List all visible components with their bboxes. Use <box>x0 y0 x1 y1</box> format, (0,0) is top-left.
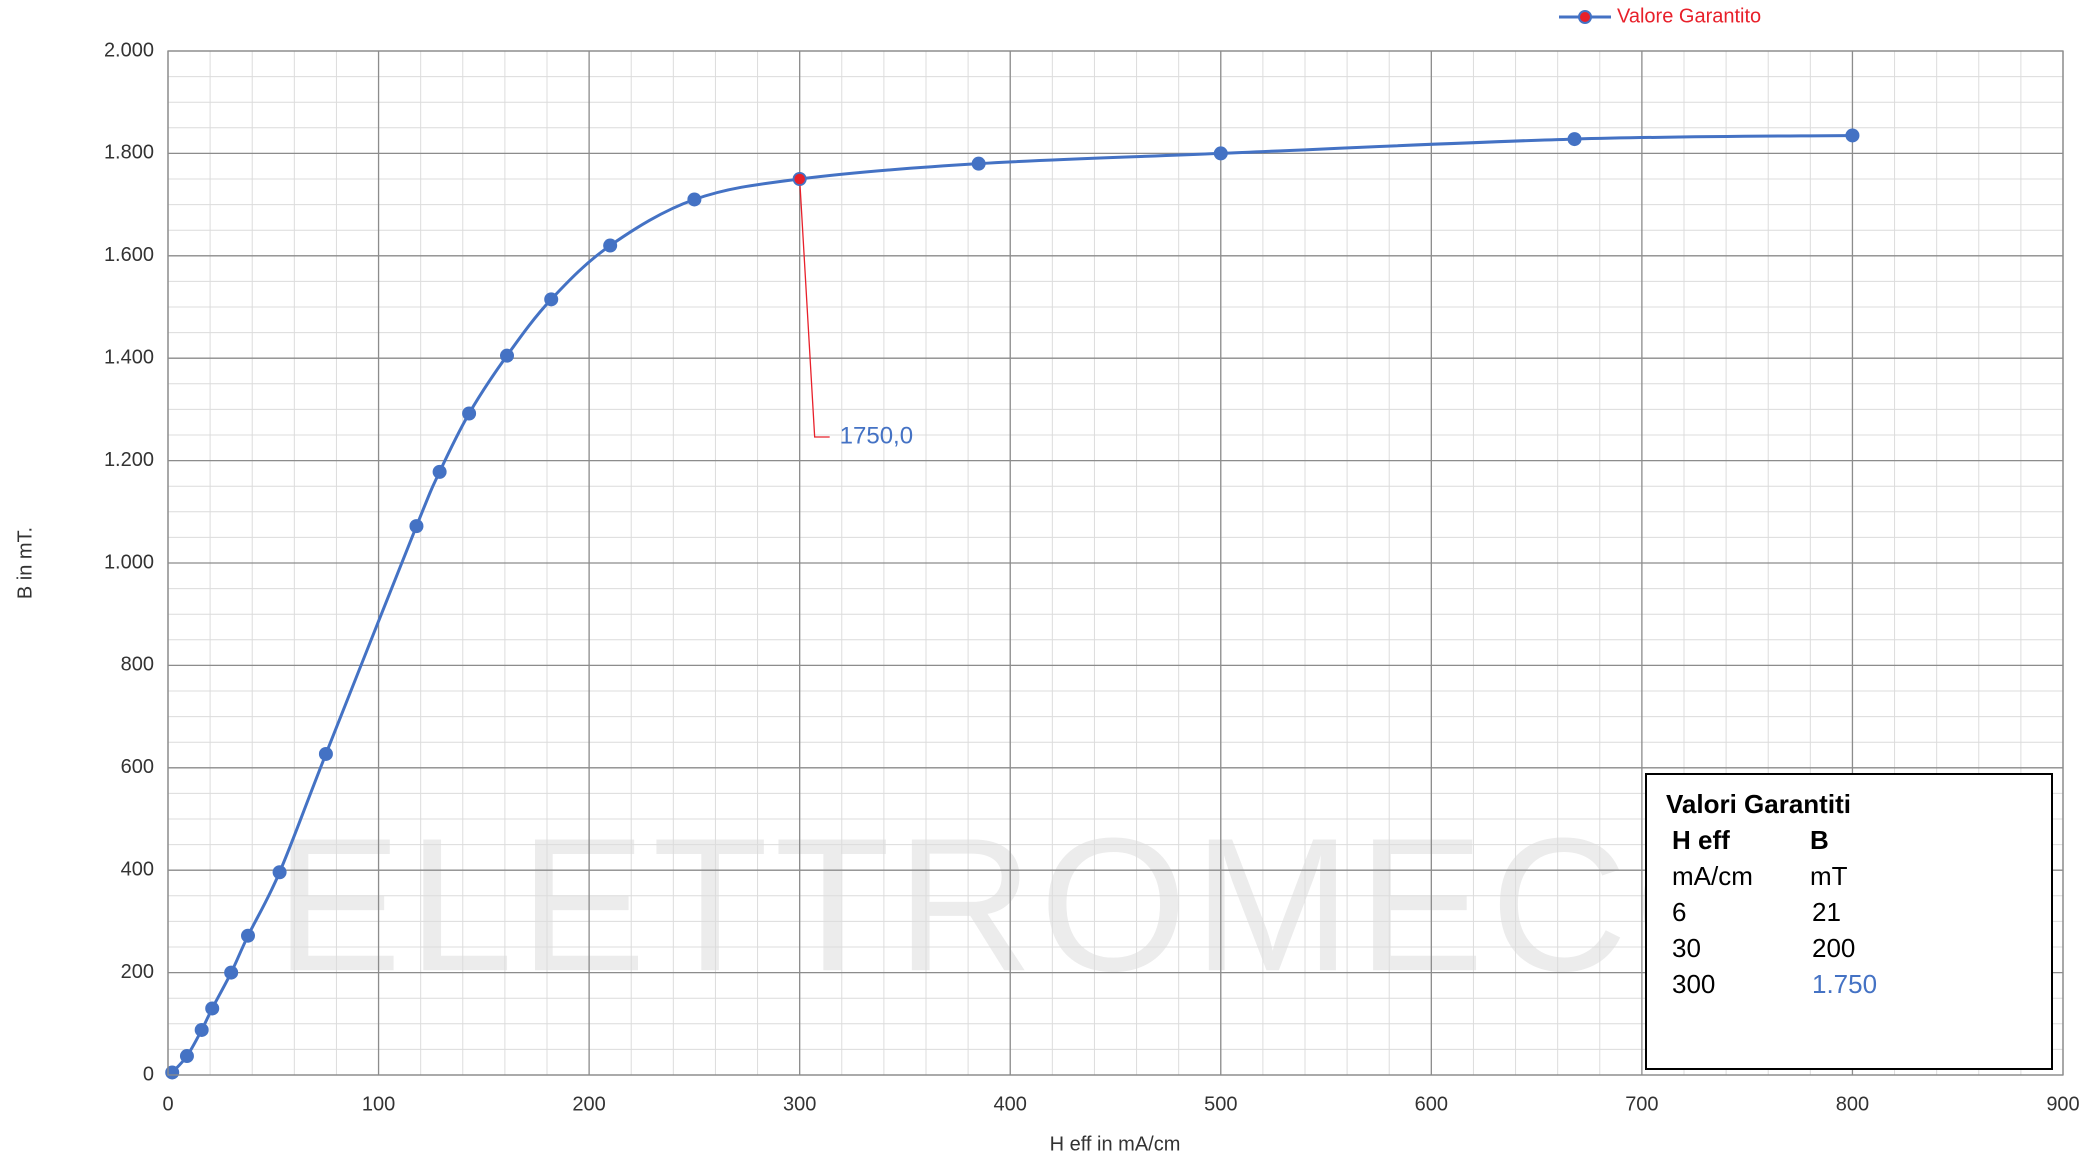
y-tick-label: 400 <box>121 858 154 880</box>
y-tick-label: 1.000 <box>104 551 154 573</box>
x-tick-label: 200 <box>572 1093 605 1115</box>
point <box>544 292 559 307</box>
table-box <box>1645 773 2053 1070</box>
y-tick-label: 1.400 <box>104 346 154 368</box>
highlight-point <box>792 172 807 186</box>
point <box>205 1001 220 1016</box>
point <box>1567 132 1582 147</box>
y-tick-label: 200 <box>121 961 154 983</box>
table-cell: 1.750 <box>1812 969 1877 999</box>
point <box>687 192 702 207</box>
annotation-label: 1750,0 <box>840 422 913 449</box>
table-header: B <box>1810 825 1829 855</box>
point <box>179 1049 194 1064</box>
y-tick-label: 800 <box>121 654 154 676</box>
table-title: Valori Garantiti <box>1666 789 1851 819</box>
point <box>409 519 424 534</box>
point <box>971 156 986 171</box>
table-unit: mA/cm <box>1672 861 1753 891</box>
x-tick-label: 300 <box>783 1093 816 1115</box>
table-header: H eff <box>1672 825 1730 855</box>
point <box>224 965 239 980</box>
point <box>194 1022 209 1037</box>
y-tick-label: 1.800 <box>104 142 154 164</box>
table-cell: 6 <box>1672 897 1686 927</box>
point <box>462 406 477 421</box>
y-tick-label: 600 <box>121 756 154 778</box>
point <box>1845 128 1860 143</box>
point <box>603 238 618 253</box>
y-tick-label: 1.200 <box>104 449 154 471</box>
x-tick-label: 700 <box>1625 1093 1658 1115</box>
point <box>165 1065 180 1080</box>
x-tick-label: 500 <box>1204 1093 1237 1115</box>
y-tick-label: 0 <box>143 1063 154 1085</box>
x-axis-label: H eff in mA/cm <box>1050 1133 1181 1155</box>
point <box>318 746 333 761</box>
x-tick-label: 100 <box>362 1093 395 1115</box>
legend-marker <box>1578 10 1592 24</box>
point <box>241 928 256 943</box>
y-axis-label: B in mT. <box>14 527 36 599</box>
annotation-leader <box>799 178 830 438</box>
legend-label: Valore Garantito <box>1617 5 1761 27</box>
x-tick-label: 600 <box>1415 1093 1448 1115</box>
point <box>1213 146 1228 161</box>
table-unit: mT <box>1810 861 1848 891</box>
x-tick-label: 0 <box>162 1093 173 1115</box>
point <box>499 348 514 363</box>
y-tick-label: 1.600 <box>104 244 154 266</box>
point <box>272 865 287 880</box>
x-tick-label: 800 <box>1836 1093 1869 1115</box>
table-cell: 21 <box>1812 897 1841 927</box>
table-cell: 30 <box>1672 933 1701 963</box>
y-tick-label: 2.000 <box>104 39 154 61</box>
x-tick-label: 400 <box>994 1093 1027 1115</box>
table-cell: 200 <box>1812 933 1855 963</box>
table-cell: 300 <box>1672 969 1715 999</box>
x-tick-label: 900 <box>2046 1093 2079 1115</box>
plot-frame <box>167 50 2064 1076</box>
point <box>432 464 447 479</box>
